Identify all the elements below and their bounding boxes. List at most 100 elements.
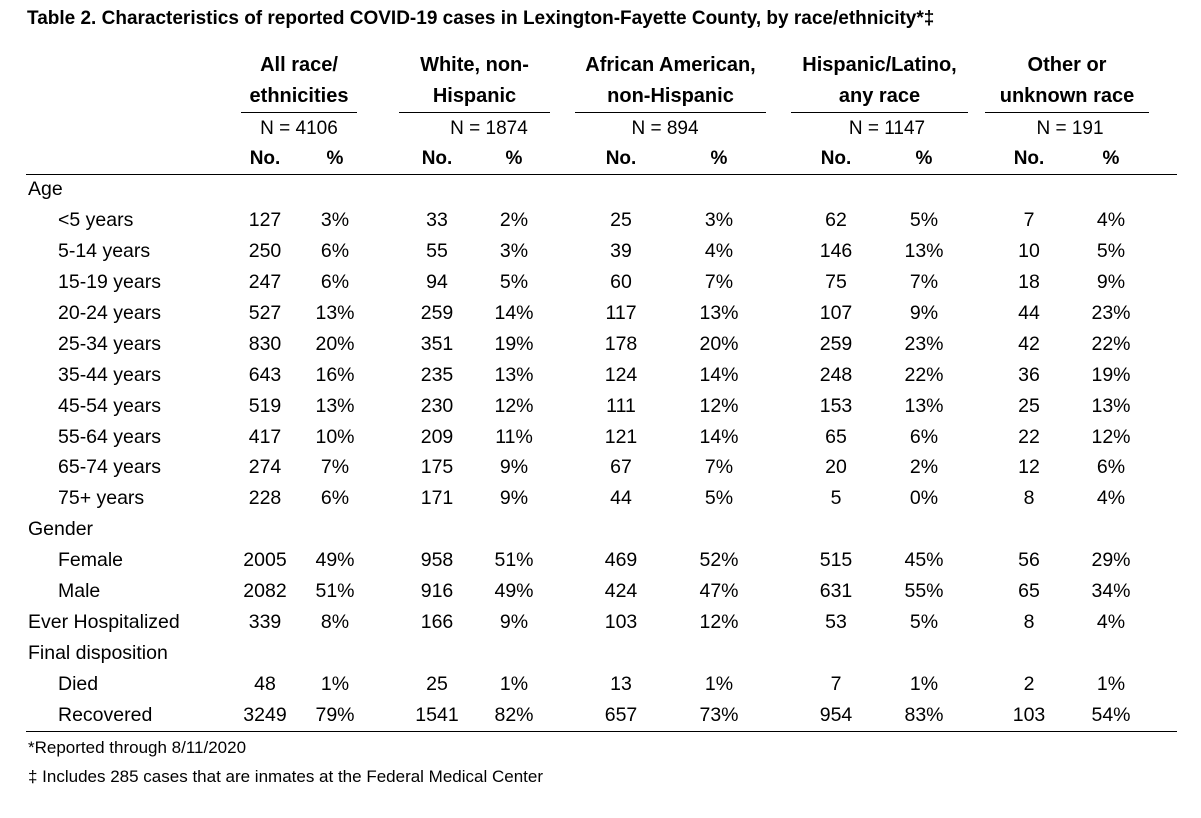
row-label: Died: [58, 673, 99, 695]
cell-percent: 14%: [699, 425, 739, 448]
cell-percent: 11%: [495, 425, 533, 448]
subheader-pct: %: [505, 148, 523, 169]
cell-percent: 1%: [320, 673, 350, 695]
table-row: 15-19 years 247 6% 94 5% 60 7% 75 7% 18 9%: [0, 269, 1201, 300]
group-header-line2: Hispanic: [399, 81, 550, 113]
cell-percent: 6%: [320, 487, 350, 510]
table-row: Final disposition: [0, 640, 1201, 671]
table-row: Ever Hospitalized 339 8% 166 9% 103 12% 53 5% 8 4%: [0, 609, 1201, 640]
footnote-reported-date: *Reported through 8/11/2020: [28, 738, 247, 757]
cell-count: 3249: [243, 703, 287, 726]
cell-count: 515: [819, 549, 853, 572]
row-label: Final disposition: [28, 642, 168, 665]
cell-count: 657: [604, 703, 638, 726]
cell-percent: 5%: [704, 487, 734, 510]
cell-count: 8: [1023, 611, 1035, 634]
cell-percent: 4%: [1096, 487, 1126, 510]
cell-percent: 7%: [320, 456, 350, 479]
cell-percent: 20%: [699, 332, 739, 355]
cell-percent: 47%: [699, 580, 739, 603]
cell-count: 107: [819, 301, 853, 324]
cell-count: 127: [248, 208, 282, 231]
group-n-other: N = 191: [1036, 118, 1104, 139]
group-n-african-american: N = 894: [631, 118, 699, 139]
cell-percent: 7%: [704, 456, 734, 479]
cell-count: 7: [1023, 208, 1035, 231]
cell-count: 75: [825, 270, 847, 293]
group-header-line1: All race/: [260, 54, 338, 76]
cell-count: 7: [830, 673, 842, 695]
cell-percent: 9%: [1096, 270, 1126, 293]
cell-count: 42: [1018, 332, 1040, 355]
cell-count: 117: [605, 301, 637, 324]
cell-count: 469: [604, 549, 638, 572]
group-header-african-american: African American, non-Hispanic: [575, 50, 766, 113]
subheader-no: No.: [421, 148, 453, 169]
cell-percent: 13%: [904, 394, 944, 417]
cell-percent: 6%: [320, 239, 350, 262]
group-header-line2: unknown race: [985, 81, 1149, 113]
table-row: Died 48 1% 25 1% 13 1% 7 1% 2 1%: [0, 671, 1201, 702]
cell-percent: 34%: [1091, 580, 1131, 603]
cell-percent: 5%: [499, 270, 529, 293]
cell-count: 2082: [243, 580, 287, 603]
cell-count: 339: [248, 611, 282, 634]
subheader-pct: %: [915, 148, 933, 169]
cell-count: 65: [1018, 580, 1040, 603]
table-row: 65-74 years 274 7% 175 9% 67 7% 20 2% 12 6%: [0, 454, 1201, 485]
cell-percent: 82%: [494, 703, 534, 726]
cell-count: 146: [819, 239, 853, 262]
cell-count: 417: [248, 425, 282, 448]
cell-percent: 49%: [494, 580, 534, 603]
cell-count: 56: [1018, 549, 1040, 572]
cell-count: 121: [604, 425, 638, 448]
group-n-white: N = 1874: [450, 118, 528, 139]
footnote-inmates: ‡ Includes 285 cases that are inmates at…: [28, 767, 544, 786]
group-header-line1: White, non-: [420, 54, 529, 76]
row-label: 25-34 years: [58, 332, 161, 355]
cell-count: 25: [426, 673, 448, 695]
cell-count: 830: [248, 332, 282, 355]
subheader-no: No.: [820, 148, 852, 169]
cell-percent: 1%: [909, 673, 939, 695]
table-row: Male 2082 51% 916 49% 424 47% 631 55% 65 34%: [0, 578, 1201, 609]
cell-count: 111: [606, 394, 636, 417]
group-header-line2: non-Hispanic: [575, 81, 766, 113]
cell-percent: 9%: [909, 301, 939, 324]
table-row: 5-14 years 250 6% 55 3% 39 4% 146 13% 10 5%: [0, 238, 1201, 269]
cell-count: 67: [610, 456, 632, 479]
cell-percent: 13%: [1091, 394, 1131, 417]
cell-count: 259: [420, 301, 454, 324]
cell-percent: 45%: [904, 549, 944, 572]
cell-percent: 52%: [699, 549, 739, 572]
cell-count: 44: [610, 487, 632, 510]
group-header-all: All race/ ethnicities: [241, 50, 357, 113]
table-row: 25-34 years 830 20% 351 19% 178 20% 259 23% 42 22%: [0, 331, 1201, 362]
row-label: 35-44 years: [58, 363, 161, 386]
cell-percent: 55%: [904, 580, 944, 603]
cell-count: 424: [604, 580, 638, 603]
cell-percent: 13%: [699, 301, 739, 324]
cell-count: 65: [825, 425, 847, 448]
row-label: 5-14 years: [58, 239, 151, 262]
cell-count: 175: [420, 456, 454, 479]
cell-count: 228: [248, 487, 282, 510]
cell-percent: 9%: [499, 487, 529, 510]
subheader-pct: %: [1102, 148, 1120, 169]
group-header-white: White, non- Hispanic: [399, 50, 550, 113]
table-row: 45-54 years 519 13% 230 12% 111 12% 153 13% 25 13%: [0, 393, 1201, 424]
cell-count: 124: [604, 363, 638, 386]
cell-percent: 20%: [315, 332, 355, 355]
cell-percent: 6%: [1096, 456, 1126, 479]
row-label: <5 years: [58, 208, 134, 231]
cell-count: 916: [420, 580, 454, 603]
cell-percent: 16%: [315, 363, 355, 386]
cell-percent: 4%: [1096, 611, 1126, 634]
subheader-no: No.: [1013, 148, 1045, 169]
cell-percent: 12%: [699, 611, 739, 634]
cell-count: 36: [1018, 363, 1040, 386]
cell-count: 274: [248, 456, 282, 479]
cell-count: 209: [420, 425, 454, 448]
group-header-line1: African American,: [585, 54, 756, 76]
cell-percent: 29%: [1091, 549, 1131, 572]
